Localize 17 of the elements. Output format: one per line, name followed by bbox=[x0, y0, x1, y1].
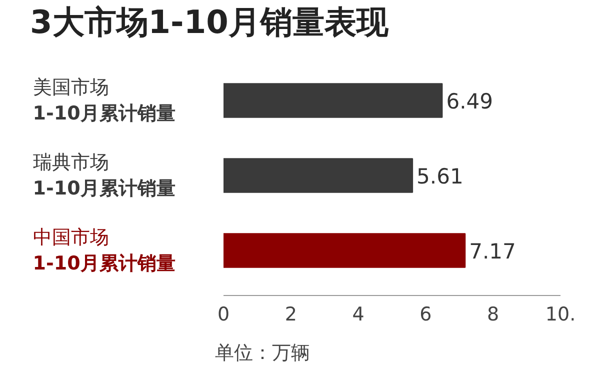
y-tick-label: 中国市场 1-10月累计销量 bbox=[32, 226, 176, 274]
x-tick-label: 8 bbox=[487, 304, 500, 326]
bar bbox=[224, 158, 414, 193]
data-label: 5.61 bbox=[416, 164, 464, 188]
data-label: 7.17 bbox=[469, 240, 516, 264]
chart-title: 3大市场1-10月销量表现 bbox=[30, 2, 388, 43]
bar bbox=[224, 83, 443, 118]
data-label: 6.49 bbox=[446, 90, 493, 114]
x-tick-label: 2 bbox=[284, 304, 297, 326]
x-tick-label: 6 bbox=[420, 304, 432, 326]
bar bbox=[224, 233, 466, 268]
y-tick-label: 瑞典市场 1-10月累计销量 bbox=[32, 152, 176, 200]
y-tick-label: 美国市场 1-10月累计销量 bbox=[32, 76, 176, 124]
x-tick-label: 4 bbox=[352, 304, 364, 326]
x-tick-label: 0 bbox=[217, 304, 230, 326]
text: 单位：万辆 bbox=[215, 341, 310, 366]
x-tick-label: 10. bbox=[545, 304, 576, 326]
